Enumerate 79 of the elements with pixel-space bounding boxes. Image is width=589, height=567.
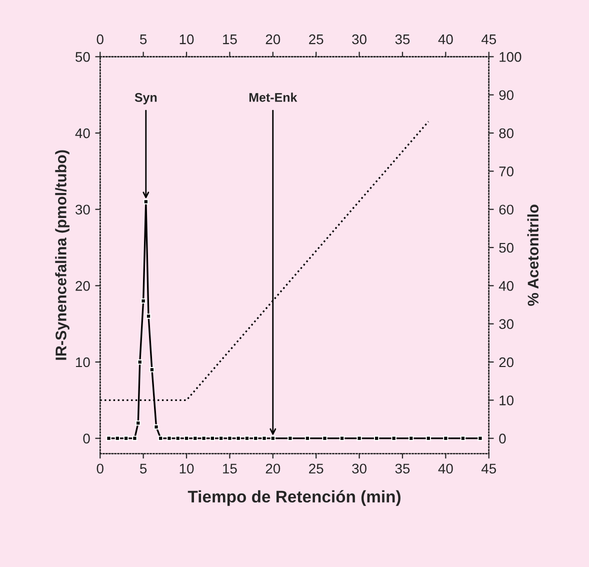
y2-tick-label: 10 (500, 396, 514, 406)
y-tick-label: 10 (76, 357, 90, 368)
point (304, 436, 310, 441)
point (143, 199, 149, 204)
point (146, 314, 152, 319)
x2-tick-label: 5 (140, 34, 147, 44)
x2-tick-label: 10 (180, 34, 194, 44)
x2-tick-label: 20 (266, 34, 280, 44)
y-tick-label: 0 (83, 434, 90, 444)
point (270, 436, 276, 441)
y-tick-label: 30 (75, 204, 90, 215)
x-tick-label: 45 (481, 464, 496, 474)
y2-tick-label: 50 (499, 242, 514, 253)
x-tick-label: 40 (438, 464, 453, 474)
point (244, 436, 250, 441)
y-tick-label: 40 (75, 128, 90, 138)
x2-tick-label: 30 (352, 34, 366, 44)
y-tick-label: 20 (76, 281, 90, 291)
point (106, 436, 112, 441)
point (478, 436, 483, 441)
y2-tick-label: 80 (499, 128, 514, 138)
point (339, 436, 345, 441)
point (391, 436, 396, 441)
point (374, 436, 380, 441)
point (288, 436, 293, 441)
point (322, 436, 328, 441)
x2-tick-label: 0 (96, 34, 104, 44)
y2-tick-label: 30 (499, 319, 514, 330)
y-tick-label: 50 (76, 52, 90, 62)
point (262, 436, 267, 441)
annotation: Met-Enk (249, 92, 298, 102)
point (218, 436, 224, 441)
point (149, 367, 155, 372)
point (123, 436, 129, 441)
x-axis-title: Tiempo de Retención (min) (188, 490, 400, 506)
point (253, 436, 258, 441)
point (140, 298, 146, 304)
x2-tick-label: 40 (438, 34, 453, 44)
point (408, 436, 414, 441)
y2-tick-label: 70 (499, 166, 514, 176)
point (443, 436, 448, 441)
x-tick-label: 0 (96, 464, 104, 474)
point (227, 436, 232, 441)
y-axis-title: IR-Synencefalina (pmol/tubo) (55, 150, 70, 360)
x2-tick-label: 35 (395, 34, 410, 44)
x-tick-label: 35 (395, 464, 410, 474)
point (136, 420, 141, 426)
point (426, 436, 432, 441)
point (460, 436, 466, 441)
point (184, 436, 190, 441)
point (158, 436, 164, 441)
x-tick-label: 20 (266, 464, 280, 474)
y2-tick-label: 0 (499, 434, 506, 444)
y2-tick-label: 100 (500, 52, 522, 62)
point (356, 436, 362, 441)
x-tick-label: 10 (180, 464, 194, 474)
point (201, 436, 206, 441)
x-tick-label: 30 (352, 464, 366, 474)
y2-tick-label: 20 (499, 357, 514, 368)
y2-tick-label: 60 (499, 204, 514, 215)
point (132, 436, 138, 441)
point (154, 424, 159, 430)
annotation: Syn (134, 93, 157, 104)
point (192, 436, 198, 441)
x-tick-label: 15 (223, 464, 237, 474)
x2-tick-label: 45 (481, 34, 496, 44)
point (175, 436, 180, 441)
x-tick-label: 5 (140, 464, 147, 474)
point (210, 436, 216, 441)
point (137, 359, 142, 365)
y2-tick-label: 90 (499, 90, 514, 100)
x2-tick-label: 15 (223, 34, 237, 44)
x-tick-label: 25 (309, 464, 324, 474)
y2-axis-title: % Acetonitrilo (527, 204, 539, 306)
y2-tick-label: 40 (498, 281, 514, 291)
x2-tick-label: 25 (309, 34, 324, 44)
point (236, 436, 241, 441)
point (166, 436, 172, 441)
point (114, 436, 120, 441)
